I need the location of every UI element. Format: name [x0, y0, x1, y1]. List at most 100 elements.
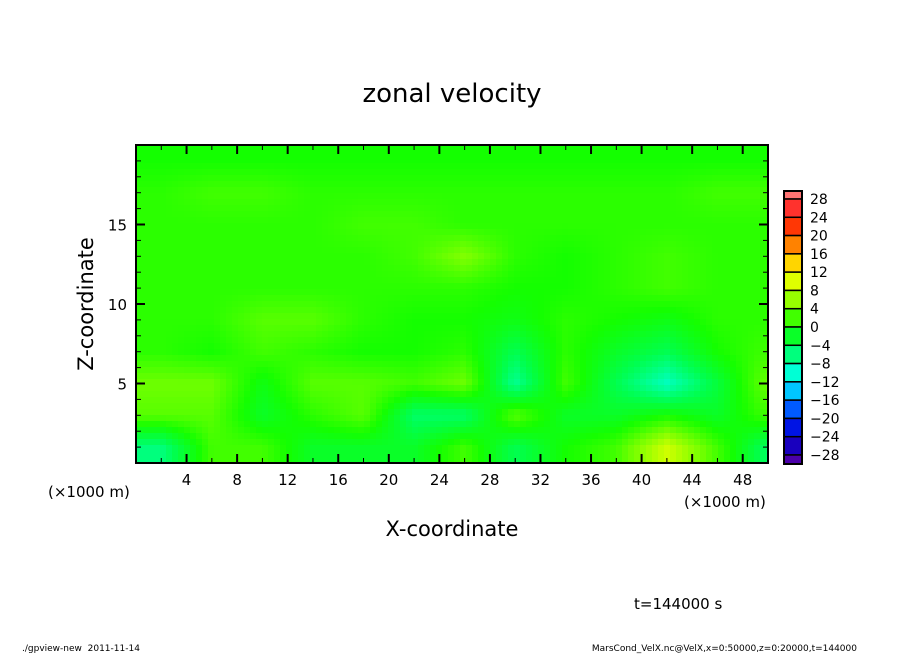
heatmap-cell — [202, 295, 209, 302]
heatmap-cell — [718, 409, 725, 416]
heatmap-cell — [316, 163, 323, 170]
heatmap-cell — [472, 313, 479, 320]
heatmap-cell — [244, 421, 251, 428]
heatmap-cell — [664, 235, 671, 242]
heatmap-cell — [262, 307, 269, 314]
heatmap-cell — [640, 271, 647, 278]
heatmap-cell — [238, 373, 245, 380]
heatmap-cell — [346, 403, 353, 410]
heatmap-cell — [220, 271, 227, 278]
heatmap-cell — [598, 343, 605, 350]
heatmap-cell — [496, 283, 503, 290]
heatmap-cell — [190, 265, 197, 272]
heatmap-cell — [616, 283, 623, 290]
heatmap-cell — [568, 217, 575, 224]
heatmap-cell — [430, 217, 437, 224]
heatmap-cell — [742, 385, 749, 392]
heatmap-cell — [448, 253, 455, 260]
heatmap-cell — [478, 361, 485, 368]
heatmap-cell — [232, 151, 239, 158]
heatmap-cell — [562, 379, 569, 386]
heatmap-cell — [532, 283, 539, 290]
heatmap-cell — [538, 169, 545, 176]
heatmap-cell — [610, 187, 617, 194]
heatmap-cell — [736, 379, 743, 386]
heatmap-cell — [466, 259, 473, 266]
heatmap-cell — [334, 373, 341, 380]
heatmap-cell — [724, 295, 731, 302]
heatmap-cell — [628, 415, 635, 422]
heatmap-cell — [676, 223, 683, 230]
heatmap-cell — [514, 187, 521, 194]
heatmap-cell — [628, 403, 635, 410]
heatmap-cell — [274, 211, 281, 218]
heatmap-cell — [508, 391, 515, 398]
heatmap-cell — [634, 229, 641, 236]
heatmap-cell — [334, 223, 341, 230]
heatmap-cell — [634, 379, 641, 386]
heatmap-cell — [232, 349, 239, 356]
heatmap-cell — [346, 199, 353, 206]
heatmap-cell — [196, 247, 203, 254]
heatmap-cell — [646, 391, 653, 398]
heatmap-cell — [712, 373, 719, 380]
heatmap-cell — [508, 349, 515, 356]
heatmap-cell — [688, 373, 695, 380]
heatmap-cell — [724, 409, 731, 416]
heatmap-cell — [430, 373, 437, 380]
heatmap-cell — [388, 397, 395, 404]
heatmap-cell — [568, 313, 575, 320]
heatmap-cell — [556, 235, 563, 242]
heatmap-cell — [196, 223, 203, 230]
heatmap-cell — [268, 295, 275, 302]
heatmap-cell — [448, 397, 455, 404]
heatmap-cell — [718, 313, 725, 320]
heatmap-cell — [682, 229, 689, 236]
heatmap-cell — [586, 289, 593, 296]
heatmap-cell — [628, 331, 635, 338]
heatmap-cell — [676, 259, 683, 266]
heatmap-cell — [238, 289, 245, 296]
heatmap-cell — [604, 289, 611, 296]
heatmap-cell — [202, 301, 209, 308]
heatmap-cell — [628, 409, 635, 416]
heatmap-cell — [220, 313, 227, 320]
heatmap-cell — [688, 313, 695, 320]
heatmap-cell — [238, 301, 245, 308]
heatmap-cell — [724, 235, 731, 242]
heatmap-cell — [658, 361, 665, 368]
heatmap-cell — [286, 229, 293, 236]
heatmap-cell — [262, 229, 269, 236]
heatmap-cell — [412, 307, 419, 314]
heatmap-cell — [472, 343, 479, 350]
heatmap-cell — [628, 373, 635, 380]
heatmap-cell — [694, 211, 701, 218]
heatmap-cell — [700, 397, 707, 404]
heatmap-cell — [280, 205, 287, 212]
heatmap-cell — [394, 283, 401, 290]
heatmap-cell — [490, 193, 497, 200]
heatmap-cell — [706, 157, 713, 164]
heatmap-cell — [298, 379, 305, 386]
heatmap-cell — [142, 265, 149, 272]
heatmap-cell — [496, 271, 503, 278]
heatmap-cell — [616, 367, 623, 374]
heatmap-cell — [298, 277, 305, 284]
heatmap-cell — [298, 271, 305, 278]
heatmap-cell — [634, 283, 641, 290]
heatmap-cell — [406, 193, 413, 200]
heatmap-cell — [364, 343, 371, 350]
heatmap-cell — [748, 199, 755, 206]
heatmap-cell — [364, 277, 371, 284]
heatmap-cell — [310, 421, 317, 428]
heatmap-cell — [364, 247, 371, 254]
heatmap-cell — [604, 229, 611, 236]
heatmap-cell — [226, 163, 233, 170]
heatmap-cell — [748, 313, 755, 320]
heatmap-cell — [604, 307, 611, 314]
heatmap-cell — [268, 145, 275, 152]
heatmap-cell — [526, 331, 533, 338]
heatmap-cell — [604, 355, 611, 362]
heatmap-cell — [628, 157, 635, 164]
heatmap-cell — [478, 223, 485, 230]
